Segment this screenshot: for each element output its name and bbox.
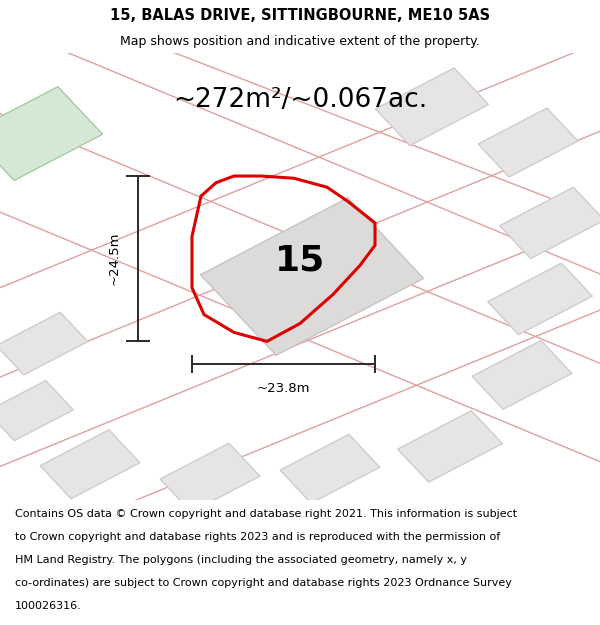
Polygon shape: [280, 434, 380, 503]
Polygon shape: [0, 381, 73, 441]
Polygon shape: [40, 430, 140, 499]
Text: HM Land Registry. The polygons (including the associated geometry, namely x, y: HM Land Registry. The polygons (includin…: [15, 555, 467, 565]
Text: to Crown copyright and database rights 2023 and is reproduced with the permissio: to Crown copyright and database rights 2…: [15, 532, 500, 542]
Polygon shape: [160, 443, 260, 512]
Text: 15: 15: [275, 244, 325, 278]
Polygon shape: [200, 198, 424, 355]
Polygon shape: [500, 188, 600, 259]
Polygon shape: [398, 411, 502, 482]
Text: 100026316.: 100026316.: [15, 601, 82, 611]
Polygon shape: [376, 68, 488, 146]
Text: ~23.8m: ~23.8m: [257, 382, 310, 395]
Polygon shape: [478, 108, 578, 177]
Polygon shape: [0, 87, 103, 181]
Polygon shape: [472, 341, 572, 409]
Polygon shape: [488, 263, 592, 334]
Text: Contains OS data © Crown copyright and database right 2021. This information is : Contains OS data © Crown copyright and d…: [15, 509, 517, 519]
Polygon shape: [0, 312, 88, 375]
Text: ~24.5m: ~24.5m: [107, 232, 121, 286]
Text: co-ordinates) are subject to Crown copyright and database rights 2023 Ordnance S: co-ordinates) are subject to Crown copyr…: [15, 578, 512, 588]
Text: 15, BALAS DRIVE, SITTINGBOURNE, ME10 5AS: 15, BALAS DRIVE, SITTINGBOURNE, ME10 5AS: [110, 8, 490, 23]
Text: Map shows position and indicative extent of the property.: Map shows position and indicative extent…: [120, 35, 480, 48]
Text: ~272m²/~0.067ac.: ~272m²/~0.067ac.: [173, 87, 427, 113]
